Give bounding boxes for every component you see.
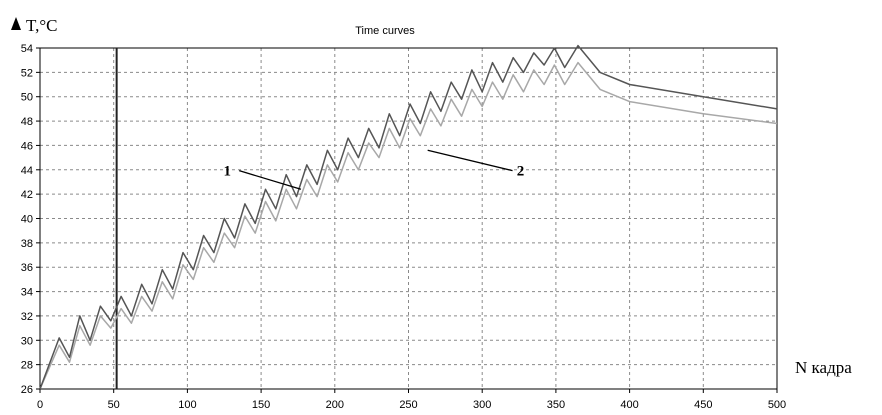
x-tick-label: 100 [178, 399, 196, 411]
y-tick-label: 42 [21, 189, 33, 201]
y-tick-label: 50 [21, 92, 33, 104]
y-tick-label: 30 [21, 335, 33, 347]
y-axis-arrow-icon [11, 17, 21, 30]
chart-title: Time curves [355, 25, 415, 37]
callout-leader-1 [239, 170, 302, 190]
x-tick-label: 500 [768, 399, 786, 411]
x-tick-labels: 0 50 100 150 200 250 300 350 400 450 500 [37, 389, 786, 411]
y-tick-labels: 26 28 30 32 34 36 38 40 42 44 46 48 50 52 54 [21, 43, 40, 396]
y-tick-label: 28 [21, 360, 33, 372]
y-axis-title: T,°C [26, 16, 58, 35]
y-tick-label: 44 [21, 165, 33, 177]
series-line-2 [39, 61, 778, 390]
callout-leader-2 [427, 149, 513, 172]
x-tick-label: 50 [108, 399, 120, 411]
x-tick-label: 200 [326, 399, 344, 411]
x-tick-label: 400 [620, 399, 638, 411]
y-tick-label: 38 [21, 238, 33, 250]
y-tick-label: 46 [21, 140, 33, 152]
y-tick-label: 36 [21, 262, 33, 274]
series-line-1 [39, 44, 778, 390]
series-lines [39, 44, 778, 390]
x-tick-label: 250 [399, 399, 417, 411]
x-tick-label: 150 [252, 399, 270, 411]
y-tick-label: 54 [21, 43, 33, 55]
x-tick-label: 0 [37, 399, 43, 411]
y-tick-label: 40 [21, 214, 33, 226]
x-tick-label: 350 [547, 399, 565, 411]
y-tick-label: 34 [21, 287, 33, 299]
y-tick-label: 32 [21, 311, 33, 323]
callout-label-2: 2 [517, 164, 525, 180]
y-tick-label: 48 [21, 116, 33, 128]
y-tick-label: 26 [21, 384, 33, 396]
callout-label-1: 1 [223, 164, 231, 180]
x-axis-title: N кадра [795, 358, 852, 377]
y-tick-label: 52 [21, 67, 33, 79]
x-tick-label: 300 [473, 399, 491, 411]
x-tick-label: 450 [694, 399, 712, 411]
